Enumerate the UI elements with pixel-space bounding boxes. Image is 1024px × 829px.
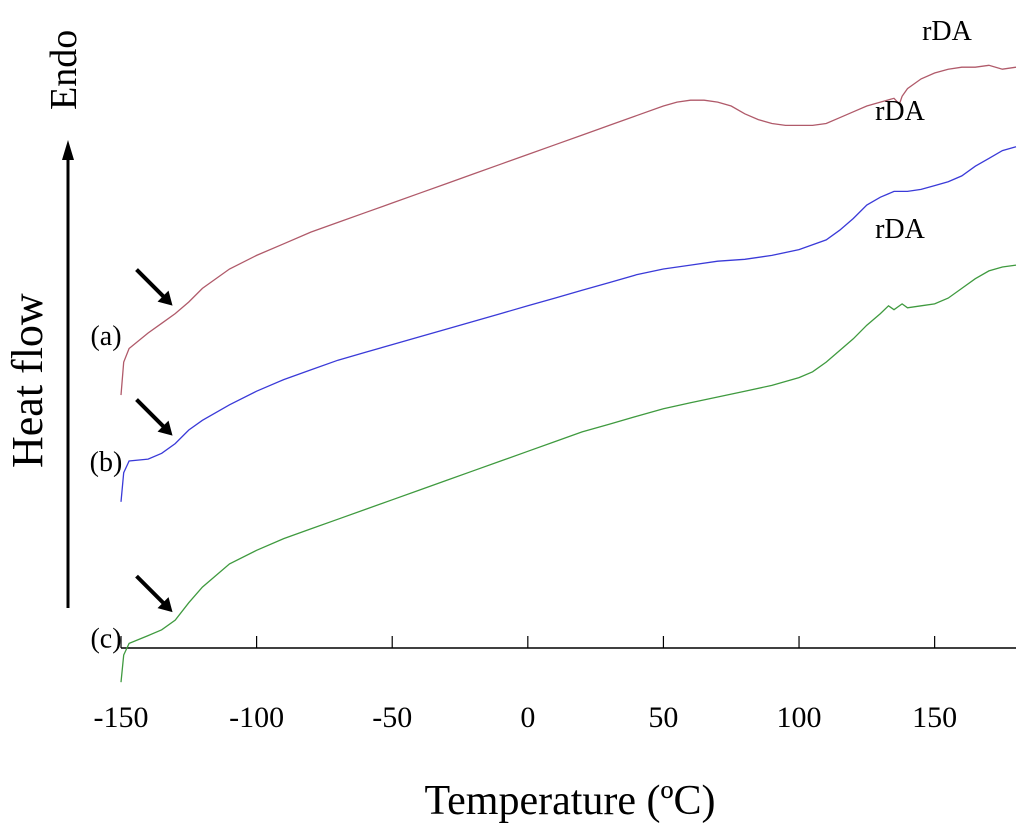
heat-flow-arrowhead xyxy=(62,140,74,160)
x-axis-ticks: -150 -100 -50 0 50 100 150 xyxy=(94,636,957,734)
x-tick-label: -50 xyxy=(372,701,412,734)
x-tick-label: 50 xyxy=(648,701,678,734)
series-line-3 xyxy=(120,264,1017,683)
x-tick-label: 150 xyxy=(912,701,957,734)
x-tick-label: 100 xyxy=(777,701,822,734)
series-label-2: (b) xyxy=(90,447,123,478)
x-tick-label: -150 xyxy=(94,701,149,734)
transition-arrowhead-1 xyxy=(157,290,173,306)
x-axis-label: Temperature (ºC) xyxy=(424,778,715,824)
series-label-1: (a) xyxy=(90,321,121,352)
rda-label-3: rDA xyxy=(875,214,926,245)
y-axis-label: Heat flow xyxy=(3,293,52,468)
rda-label-2: rDA xyxy=(875,96,926,127)
series-layer: (a) rDA (b) rDA (c) rDA xyxy=(90,16,1017,683)
x-tick-label: -100 xyxy=(229,701,284,734)
transition-arrowhead-3 xyxy=(157,597,173,613)
transition-arrowhead-2 xyxy=(157,420,173,436)
series-line-1 xyxy=(120,64,1017,396)
transition-arrow-2 xyxy=(135,398,168,431)
transition-arrow-3 xyxy=(135,574,168,608)
series-line-2 xyxy=(120,146,1017,502)
rda-label-1: rDA xyxy=(922,16,973,47)
transition-arrow-1 xyxy=(135,268,168,302)
y-axis-direction-label: Endo xyxy=(43,30,85,110)
x-tick-label: 0 xyxy=(520,701,535,734)
series-label-3: (c) xyxy=(90,624,121,655)
